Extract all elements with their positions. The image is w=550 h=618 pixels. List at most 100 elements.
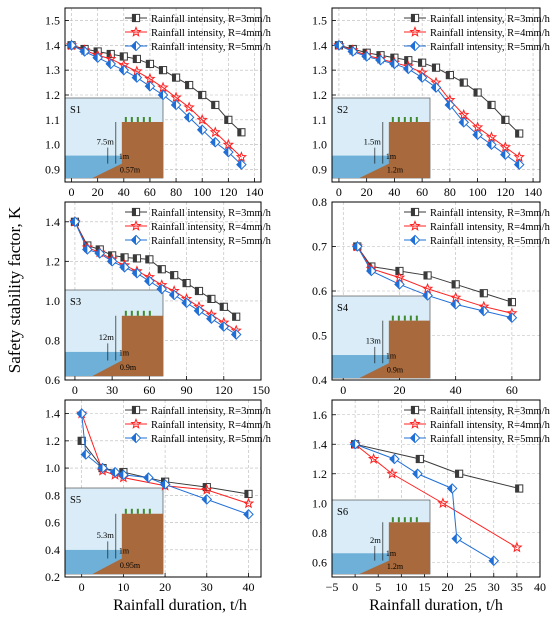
legend-entry: Rainfall intensity, R=3mm/h (430, 208, 550, 219)
data-point (171, 73, 181, 82)
data-point (235, 151, 248, 162)
y-tick-label: 1.2 (312, 88, 327, 102)
x-tick-label: 100 (193, 185, 211, 199)
inset-label: S6 (337, 507, 348, 518)
data-point (158, 66, 168, 75)
legend-marker (409, 234, 421, 246)
data-point (471, 121, 484, 133)
data-point (132, 54, 141, 64)
data-point (80, 449, 92, 460)
data-point (201, 494, 213, 505)
legend-marker (410, 405, 420, 415)
data-point (515, 129, 524, 138)
y-tick-label: 0.2 (45, 570, 60, 584)
x-tick-label: 0 (336, 185, 342, 199)
y-tick-label: 0.8 (45, 333, 60, 347)
data-point (157, 265, 166, 274)
data-point (198, 90, 207, 100)
inset-s6: S6 2m 1m 1.2m (331, 499, 431, 575)
plot-frame (64, 7, 262, 183)
panel-s2: 0 20 40 60 80 100 120 140 0.9 1.0 1.1 1.2 1.3 1.4 1.5 S… (312, 7, 550, 199)
legend-marker (130, 432, 142, 444)
series-line (354, 443, 495, 562)
cliff (92, 122, 163, 178)
series-r5 (69, 216, 242, 340)
data-point (222, 138, 235, 150)
data-point (185, 80, 194, 90)
data-point (513, 159, 525, 170)
x-tick-label: 10 (395, 580, 407, 594)
data-point (472, 129, 483, 141)
inset-height: 13m (366, 336, 382, 346)
data-point (395, 266, 404, 276)
y-tick-label: 1.0 (312, 496, 327, 510)
x-tick-label: 0 (79, 580, 85, 594)
legend-marker (409, 40, 421, 52)
data-point (351, 241, 363, 252)
data-point (237, 128, 246, 137)
data-point (507, 298, 516, 307)
data-point (94, 248, 106, 259)
legend-entry: Rainfall intensity, R=3mm/h (151, 406, 272, 417)
y-tick-label: 1.1 (312, 113, 327, 127)
x-tick-label: 20 (442, 580, 454, 594)
x-tick-label: 150 (252, 383, 270, 397)
cliff (359, 320, 430, 378)
inset-sub: 1m (386, 152, 397, 161)
data-point (500, 149, 511, 160)
data-point (236, 159, 247, 170)
data-point (389, 58, 400, 70)
legend-entry: Rainfall intensity, R=3mm/h (430, 14, 550, 25)
y-tick-label: 1.1 (45, 113, 60, 127)
data-point (97, 462, 108, 474)
data-point (66, 39, 77, 51)
y-tick-label: 1.0 (45, 461, 60, 475)
data-point (156, 283, 168, 295)
data-point (202, 483, 211, 492)
x-tick-label: 40 (388, 185, 400, 199)
inset-s5: S5 5.3m 1m 0.95m (64, 487, 164, 575)
x-tick-label: 0 (72, 383, 78, 397)
y-tick-label: 0.5 (312, 329, 327, 343)
y-tick-label: 1.2 (45, 434, 60, 448)
data-point (431, 63, 441, 72)
inset-height: 2m (370, 535, 381, 545)
data-point (76, 408, 87, 419)
inset-sub: 1m (386, 549, 397, 558)
inset-width: 0.9m (387, 365, 404, 374)
data-point (144, 72, 156, 84)
data-point (366, 265, 377, 277)
data-point (145, 255, 154, 264)
data-point (170, 91, 182, 103)
legend-marker (409, 220, 421, 231)
data-point (242, 497, 255, 509)
inset-width: 1.2m (387, 165, 404, 174)
plot-frame (64, 399, 262, 578)
data-point (389, 453, 400, 465)
legend-marker (130, 220, 142, 231)
y-tick-label: 1.4 (312, 38, 327, 52)
x-tick-label: 35 (511, 580, 523, 594)
inset-height: 12m (99, 332, 115, 342)
y-tick-label: 0.8 (45, 488, 60, 502)
legend-entry: Rainfall intensity, R=3mm/h (430, 406, 550, 417)
legend: Rainfall intensity, R=3mm/h Rainfall inte… (404, 13, 550, 53)
y-tick-label: 0.7 (312, 240, 327, 254)
x-tick-label: 120 (219, 185, 237, 199)
x-tick-label: 15 (418, 580, 430, 594)
x-tick-label: 40 (242, 580, 254, 594)
inset-label: S5 (70, 495, 81, 506)
inset-width: 0.9m (120, 363, 137, 372)
data-point (349, 438, 361, 450)
x-tick-label: 10 (117, 580, 129, 594)
x-tick-label: 20 (393, 383, 405, 397)
y-tick-label: 1.2 (45, 88, 60, 102)
data-point (473, 88, 482, 97)
data-point (458, 108, 470, 120)
data-point (131, 72, 143, 83)
legend-entry: Rainfall intensity, R=4mm/h (430, 222, 550, 233)
legend-marker (131, 13, 141, 23)
y-tick-label: 0.6 (312, 555, 327, 569)
y-tick-label: 0.4 (312, 373, 327, 387)
